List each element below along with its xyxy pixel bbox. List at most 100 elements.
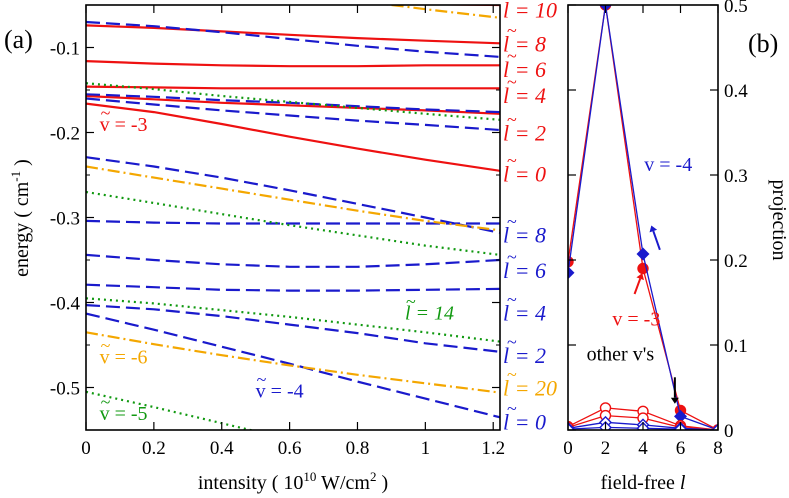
- y-tick-label: -0.1: [50, 39, 80, 60]
- tilde-mark: ~: [507, 72, 517, 92]
- series-line-v-3-l-8: [86, 24, 500, 45]
- series-line-v-4-l-10: [86, 20, 500, 58]
- state-label: l = 0: [503, 161, 546, 186]
- panel-a-annotations: v = -3~v = -6~v = -5~ v = -4~l = 14~: [100, 103, 454, 425]
- x-tick-label: 0.8: [346, 438, 370, 459]
- series-line-v-5-l-14: [86, 297, 500, 343]
- y-tick-label: 0.5: [724, 0, 748, 17]
- panel-b-label: (b): [748, 29, 778, 58]
- state-label: l = 4: [503, 83, 546, 108]
- annotation-arrowhead: [649, 225, 658, 233]
- panel-b-frame: [567, 4, 719, 431]
- state-label: l = 20: [503, 376, 557, 401]
- tilde-mark: ~: [257, 370, 267, 390]
- annotation-arrow: [652, 230, 661, 251]
- y-tick-label: -0.2: [50, 124, 80, 145]
- panel-a-series: [86, 5, 500, 430]
- series-line-v-4-l-6-upper: [86, 97, 500, 132]
- series-line-v-3-l-6: [86, 60, 500, 68]
- y-tick-label: 0: [724, 421, 734, 442]
- annotation-v-6: v = -6: [100, 347, 148, 369]
- series-line-v-3-l-0: [86, 102, 500, 172]
- x-tick-label: 4: [638, 438, 648, 459]
- series-line-v-4-l-8: [86, 156, 500, 234]
- series-line-v-4: [568, 5, 718, 430]
- panel-a-y-axis-label: energy ( cm-1 ): [8, 159, 33, 277]
- x-tick-label: 0.2: [142, 438, 166, 459]
- series-line-v-4-l-0: [86, 304, 500, 353]
- tilde-mark: ~: [507, 150, 517, 170]
- y-tick-label: 0.1: [724, 336, 748, 357]
- panel-b-ticks: 0 2 4 6 800.10.20.30.40.5: [563, 0, 748, 459]
- series-line-v-4-l-0-lowest: [86, 312, 500, 419]
- series-line-v-3-l-4: [86, 85, 500, 90]
- tilde-mark: ~: [101, 336, 111, 356]
- x-tick-label: 0: [81, 438, 91, 459]
- series-line-v-3-l-2: [86, 94, 500, 115]
- state-label: l = 4: [503, 301, 546, 326]
- annotation-v-4: v = -4: [256, 381, 304, 403]
- panel-b: 0 2 4 6 800.10.20.30.40.5 (b) v = -4v = -3ot…: [563, 0, 789, 494]
- panel-b-y-axis-label: projection: [768, 179, 789, 260]
- annotation-arrowhead: [670, 397, 679, 404]
- series-line-v-4-l-4: [86, 253, 500, 268]
- tilde-mark: ~: [101, 103, 111, 123]
- annotation-v-3: v = -3: [100, 114, 148, 136]
- annotation-v-4: v = -4: [644, 154, 692, 176]
- data-point-v-4: [636, 247, 650, 261]
- annotation-arrowhead: [636, 273, 644, 281]
- tilde-mark: ~: [406, 292, 416, 312]
- state-label: l = 2: [503, 343, 546, 368]
- annotation-arrow: [633, 278, 642, 295]
- panel-a-x-axis-label: intensity ( 1010 W/cm2 ): [198, 469, 388, 494]
- state-label: l = 8: [503, 31, 546, 56]
- panel-b-series: [568, 5, 718, 430]
- series-line-v-5-l-14-mid: [86, 190, 500, 256]
- series-line-v-5-l-14-upper: [86, 82, 500, 121]
- y-tick-label: -0.4: [50, 294, 81, 315]
- tilde-mark: ~: [507, 399, 517, 419]
- data-point-other-v-s-blue-2: [568, 422, 575, 430]
- state-label: l = 8: [503, 223, 546, 248]
- y-tick-label: 0.3: [724, 166, 748, 187]
- y-tick-label: 0.4: [724, 81, 748, 102]
- tilde-mark: ~: [507, 20, 517, 40]
- y-tick-label: -0.3: [50, 209, 80, 230]
- x-tick-label: 6: [676, 438, 686, 459]
- panel-a-label: (a): [4, 25, 33, 54]
- series-line-v-4-l-2: [86, 283, 500, 292]
- x-tick-label: 0.6: [278, 438, 302, 459]
- annotation-other-v-s: other v's: [587, 343, 655, 365]
- panel-a-ticks: 0 0.2 0.4 0.6 0.8 1 1.2 -0.1 -0.2 -0.3 -0.4 -0.5: [50, 5, 505, 459]
- tilde-mark: ~: [507, 212, 517, 232]
- x-tick-label: 0: [563, 438, 573, 459]
- annotation-v-3: v = -3: [612, 308, 660, 330]
- series-line-v-4-l-6: [86, 219, 500, 225]
- annotation-v-5: v = -5: [100, 403, 148, 425]
- tilde-mark: ~: [507, 0, 517, 6]
- state-label: l = 0: [503, 410, 546, 435]
- tilde-mark: ~: [507, 290, 517, 310]
- x-tick-label: 2: [601, 438, 611, 459]
- data-point-v-4: [568, 266, 575, 280]
- state-label: l = 2: [503, 121, 546, 146]
- state-label: l = 10: [503, 0, 557, 22]
- tilde-mark: ~: [101, 392, 111, 412]
- series-line-v-6: [86, 331, 500, 394]
- y-tick-label: 0.2: [724, 251, 748, 272]
- tilde-mark: ~: [507, 46, 517, 66]
- x-tick-label: 1.2: [481, 438, 505, 459]
- panel-b-annotations: v = -4 v = -3 other v's: [587, 154, 692, 404]
- series-line-v-6-l-20: [382, 5, 500, 19]
- state-label: l = 6: [503, 57, 546, 82]
- data-point-other-v-s-blue-2: [711, 423, 718, 430]
- x-tick-label: 0.4: [210, 438, 234, 459]
- series-line-v-6-upper: [86, 165, 500, 232]
- panel-b-x-axis-label: field-free l: [601, 472, 686, 494]
- y-tick-label: -0.5: [50, 379, 80, 400]
- state-label: l = 6: [503, 258, 546, 283]
- tilde-mark: ~: [507, 247, 517, 267]
- x-tick-label: 8: [713, 438, 723, 459]
- annotation-l-14: l = 14: [405, 303, 454, 325]
